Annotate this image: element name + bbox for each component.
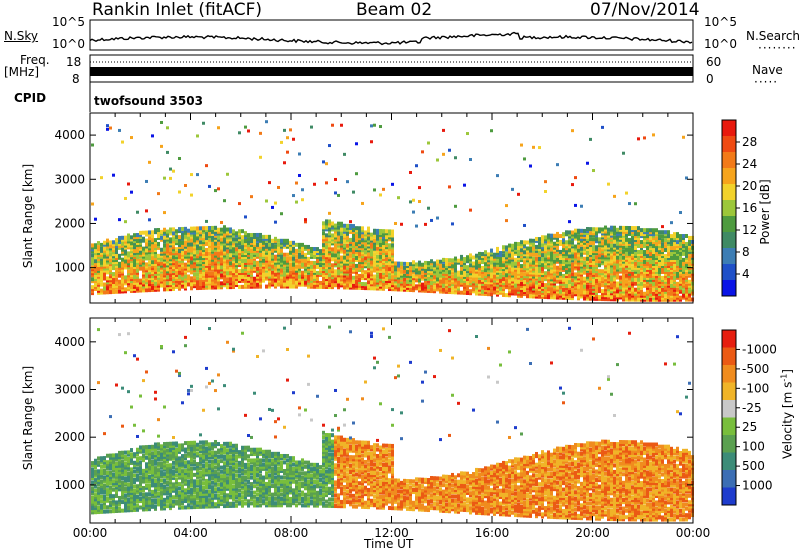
- velocity-colorbar-ticklabel-0: 1000: [742, 479, 773, 493]
- xtick-label-4: 16:00: [475, 526, 510, 540]
- power-colorbar-seg-6: [722, 184, 736, 200]
- power-colorbar-seg-1: [722, 264, 736, 280]
- velocity-colorbar-seg-1: [722, 470, 736, 488]
- power-colorbar-seg-4: [722, 216, 736, 232]
- ytick-label-0-3: 4000: [54, 128, 85, 142]
- nsearch-tick-high: 10^5: [704, 15, 737, 29]
- power-scatter: [91, 120, 694, 302]
- velocity-colorbar-seg-8: [722, 347, 736, 365]
- velocity-colorbar-seg-7: [722, 365, 736, 383]
- power-colorbar-seg-2: [722, 248, 736, 264]
- xtick-label-3: 12:00: [374, 526, 409, 540]
- xtick-label-2: 08:00: [274, 526, 309, 540]
- velocity-colorbar-frame: [721, 329, 737, 506]
- nsearch-label: N.Search: [746, 29, 800, 43]
- cpid-label: CPID: [14, 91, 47, 105]
- nave-tick-high: 60: [706, 55, 722, 69]
- nsearch-tick-low: 10^0: [704, 37, 737, 51]
- nave-tick-low: 0: [706, 72, 714, 86]
- date-title: 07/Nov/2014: [590, 0, 700, 20]
- ytick-label-1-2: 3000: [54, 383, 85, 397]
- nave-dots: ·····: [754, 75, 779, 89]
- xtick-label-5: 20:00: [575, 526, 610, 540]
- power-colorbar-seg-7: [722, 168, 736, 184]
- station-title: Rankin Inlet (fitACF): [92, 0, 263, 20]
- power-colorbar-seg-5: [722, 200, 736, 216]
- freq-tick-high: 18: [66, 55, 82, 69]
- power-colorbar-ticklabel-1: 8: [742, 245, 750, 259]
- velocity-colorbar-ticklabel-7: -1000: [742, 342, 777, 356]
- power-colorbar-ticklabel-2: 12: [742, 223, 757, 237]
- nsky-label: N.Sky: [4, 29, 39, 43]
- velocity-colorbar-ticklabel-4: -25: [742, 401, 762, 415]
- power-colorbar-seg-0: [722, 280, 736, 296]
- velocity-scatter: [91, 325, 694, 522]
- velocity-colorbar-ticklabel-1: 500: [742, 459, 765, 473]
- power-colorbar-seg-8: [722, 152, 736, 168]
- ytick-label-1-0: 1000: [54, 478, 85, 492]
- velocity-colorbar-ticklabel-6: -500: [742, 362, 769, 376]
- xlabel: Time UT: [364, 537, 414, 551]
- nsky-tick-high: 10^5: [52, 15, 85, 29]
- power-colorbar-ticklabel-6: 28: [742, 135, 757, 149]
- velocity-colorbar-ticklabel-2: 100: [742, 440, 765, 454]
- ytick-label-1-3: 4000: [54, 335, 85, 349]
- velocity-colorbar-seg-0: [722, 487, 736, 505]
- freq-unit-label: [MHz]: [4, 65, 40, 79]
- cpid-text: twofsound 3503: [94, 94, 203, 108]
- velocity-colorbar-seg-2: [722, 452, 736, 470]
- xtick-label-1: 04:00: [173, 526, 208, 540]
- velocity-colorbar-seg-6: [722, 382, 736, 400]
- ytick-label-0-0: 1000: [54, 261, 85, 275]
- power-colorbar-seg-9: [722, 136, 736, 152]
- velocity-colorbar-ticklabel-5: -100: [742, 381, 769, 395]
- velocity-colorbar-seg-5: [722, 400, 736, 418]
- power-colorbar-ticklabel-0: 4: [742, 267, 750, 281]
- noise-panel: [89, 19, 694, 51]
- power-colorbar-ticklabel-5: 24: [742, 157, 757, 171]
- velocity-colorbar-seg-4: [722, 417, 736, 435]
- beam-title: Beam 02: [356, 0, 433, 20]
- velocity-colorbar-ticklabel-3: 25: [742, 420, 757, 434]
- freq-tick-low: 8: [72, 72, 80, 86]
- velocity-colorbar-seg-3: [722, 435, 736, 453]
- nsky-tick-low: 10^0: [52, 37, 85, 51]
- freq-label: Freq.: [20, 53, 50, 67]
- ytick-label-0-2: 3000: [54, 172, 85, 186]
- nave-label: Nave: [752, 63, 783, 77]
- freq-band: [90, 67, 693, 76]
- power-colorbar-ticklabel-3: 16: [742, 201, 757, 215]
- ytick-label-0-1: 2000: [54, 216, 85, 230]
- xtick-label-0: 00:00: [73, 526, 108, 540]
- power-colorbar-ticklabel-4: 20: [742, 179, 757, 193]
- power-colorbar-seg-10: [722, 120, 736, 136]
- xtick-label-6: 00:00: [676, 526, 711, 540]
- nsearch-dots: ········: [758, 41, 797, 55]
- noise-trace: [89, 31, 693, 46]
- velocity-colorbar-seg-9: [722, 330, 736, 348]
- ytick-label-1-1: 2000: [54, 430, 85, 444]
- power-colorbar-seg-3: [722, 232, 736, 248]
